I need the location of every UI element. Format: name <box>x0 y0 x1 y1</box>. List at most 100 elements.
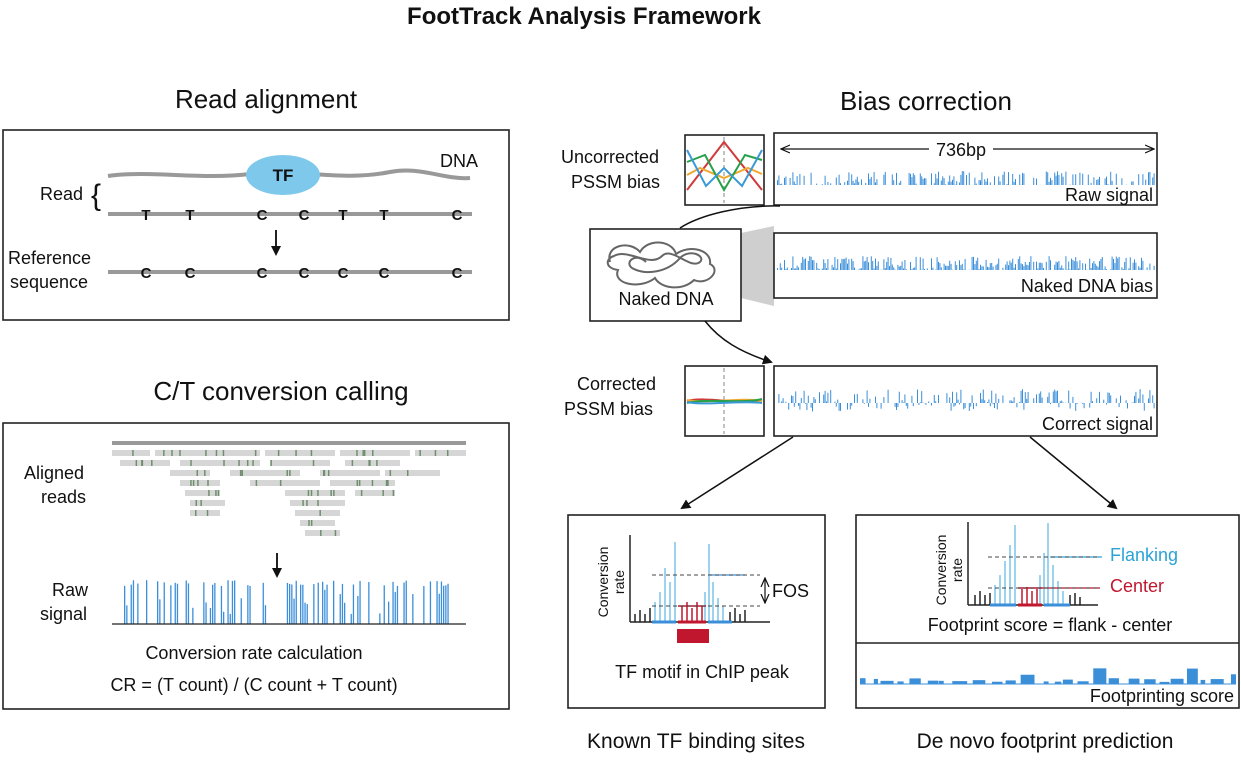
footprint-bar <box>1020 674 1035 684</box>
signal-bar <box>821 268 823 270</box>
read-base-3: C <box>257 207 268 224</box>
signal-bar <box>863 403 865 404</box>
naked-bias-box <box>773 232 1158 299</box>
signal-bar <box>985 259 987 270</box>
signal-bar <box>1036 261 1037 270</box>
signal-bar <box>1068 390 1070 403</box>
raw-signal-bar <box>293 598 295 624</box>
pssm-blue-line <box>686 149 763 188</box>
denovo-box <box>855 514 1240 709</box>
signal-bar <box>1104 266 1106 270</box>
signal-bar <box>994 403 995 409</box>
signal-bar <box>949 397 951 403</box>
conversion-mark <box>368 460 370 466</box>
signal-bar <box>873 172 875 185</box>
signal-bar <box>1099 176 1100 185</box>
signal-bar <box>980 180 981 185</box>
signal-bar <box>905 403 907 406</box>
signal-bar <box>1058 403 1060 408</box>
conversion-mark <box>255 480 258 486</box>
signal-bar <box>779 263 781 270</box>
signal-bar <box>925 178 927 185</box>
signal-bar <box>975 403 977 407</box>
signal-bar <box>789 177 791 185</box>
signal-bar <box>1048 181 1050 185</box>
raw-signal-bar <box>344 602 346 624</box>
conversion-mark <box>363 450 366 456</box>
signal-bar <box>1090 391 1092 403</box>
signal-bar <box>792 256 794 270</box>
signal-bar <box>961 171 963 185</box>
conversion-mark <box>434 450 437 456</box>
aligned-read <box>185 490 220 496</box>
aligned-read <box>155 450 260 456</box>
signal-bar <box>798 403 799 406</box>
signal-bar <box>1013 397 1015 403</box>
signal-bar <box>810 403 812 408</box>
signal-bar <box>861 268 862 270</box>
signal-bar <box>960 389 962 403</box>
signal-bar <box>987 178 988 185</box>
signal-bar <box>1010 262 1012 270</box>
signal-bar <box>1111 180 1113 185</box>
signal-bar <box>900 265 902 270</box>
center-label: Center <box>1110 576 1164 596</box>
signal-bar <box>858 269 860 270</box>
signal-bar <box>1142 394 1144 403</box>
signal-bar <box>869 398 871 403</box>
signal-bar <box>938 394 939 403</box>
signal-bar <box>936 257 938 270</box>
uncorrected-pssm-box <box>684 134 765 206</box>
signal-bar <box>898 391 900 403</box>
denovo-y-axis-1: Conversion <box>933 535 949 606</box>
signal-bar <box>835 177 837 185</box>
figure-title: FootTrack Analysis Framework <box>407 3 762 30</box>
signal-bar <box>1104 178 1106 185</box>
signal-bar <box>928 401 930 403</box>
conversion-mark <box>215 490 217 496</box>
signal-bar <box>807 260 809 270</box>
signal-bar <box>904 394 906 403</box>
signal-bar <box>834 257 836 270</box>
signal-bar <box>819 392 820 403</box>
signal-bar <box>947 181 949 185</box>
raw-signal-bar <box>326 584 328 624</box>
bias-correction-heading: Bias correction <box>840 86 1012 116</box>
raw-signal-bar <box>313 584 315 624</box>
signal-bar <box>817 268 819 270</box>
raw-signal-bar <box>429 581 432 624</box>
formula: CR = (T count) / (C count + T count) <box>110 675 397 695</box>
signal-bar <box>950 403 952 411</box>
signal-bar <box>806 403 808 411</box>
signal-bar <box>810 172 812 185</box>
known-y-axis-1: Conversion <box>595 547 611 618</box>
naked-connector-top <box>679 205 781 229</box>
conversion-mark <box>286 470 288 476</box>
conversion-mark <box>310 450 313 456</box>
naked-dna-bias-track <box>777 256 1155 270</box>
raw-signal-bar <box>423 585 425 624</box>
signal-bar <box>1027 392 1029 403</box>
conversion-mark <box>319 510 321 516</box>
signal-bar <box>949 260 951 270</box>
signal-bar <box>1092 263 1093 270</box>
raw-signal-bar <box>262 582 264 624</box>
conversion-mark <box>215 450 218 456</box>
signal-bar <box>861 179 862 185</box>
signal-bar <box>1090 182 1092 185</box>
signal-bar <box>1065 256 1067 270</box>
conversion-calling-panel: C/T conversion calling Aligned reads Raw… <box>2 376 510 710</box>
raw-signal-bar <box>289 583 291 624</box>
signal-bar <box>830 390 832 403</box>
uncorrected-label-2: PSSM bias <box>571 172 660 192</box>
signal-bar <box>779 184 781 185</box>
signal-bar <box>814 399 816 403</box>
signal-bar <box>910 173 911 185</box>
tf-ellipse <box>246 155 320 195</box>
signal-bar <box>945 184 946 185</box>
signal-bar <box>1003 171 1005 185</box>
signal-bar <box>1048 256 1050 270</box>
signal-bar <box>873 268 875 270</box>
read-label: Read <box>40 184 83 204</box>
signal-bar <box>835 268 837 270</box>
